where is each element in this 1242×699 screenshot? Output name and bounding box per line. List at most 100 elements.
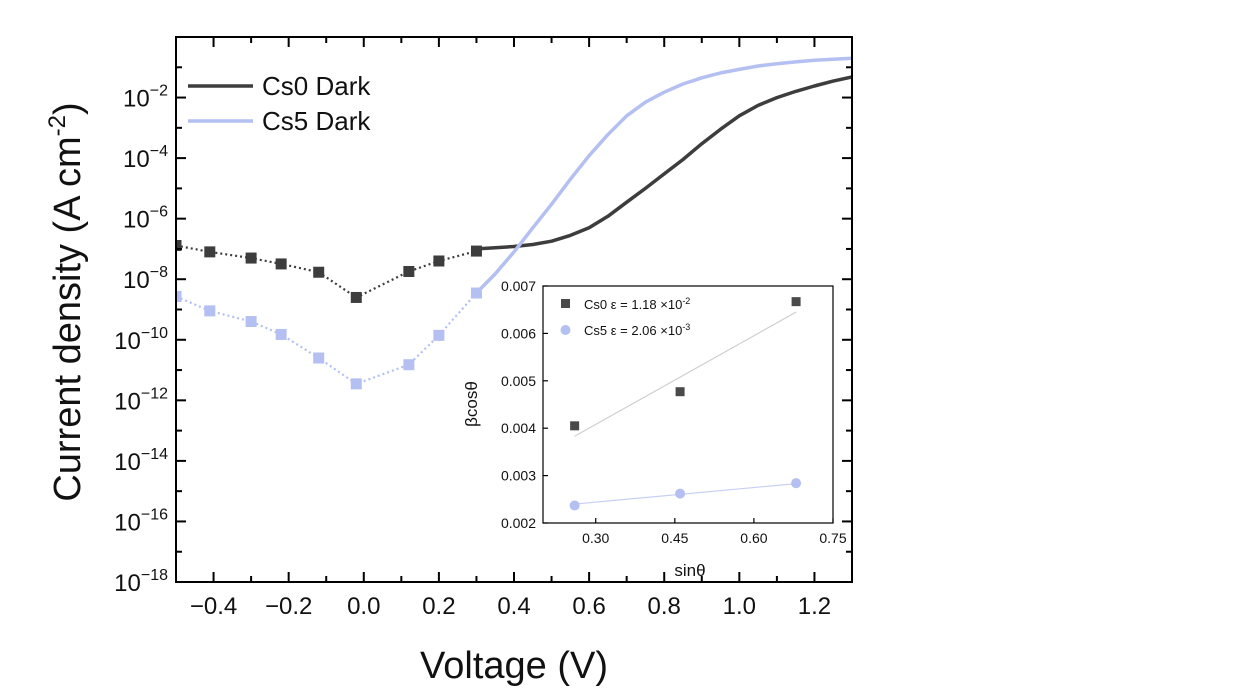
- main-x-tick-label: 0.2: [422, 593, 455, 620]
- main-y-tick-label: 10−8: [123, 264, 168, 294]
- series-cs5-dark-marker-8: [470, 287, 482, 299]
- inset-cs0-fit-line: [574, 311, 797, 437]
- inset-x-tick-labels: 0.30 0.45 0.60 0.75: [582, 530, 847, 546]
- inset-legend-marker-cs5: [560, 325, 571, 335]
- inset-cs5-point-0: [569, 500, 580, 511]
- main-y-tick-exponent: −2: [150, 83, 168, 100]
- series-cs0-dark-marker-6: [403, 265, 415, 277]
- main-series-layer: [176, 56, 852, 390]
- series-cs0-dark-marker-8: [470, 245, 482, 257]
- inset-y-tick-label: 0.004: [501, 420, 536, 436]
- main-y-tick-exponent: −10: [141, 325, 168, 342]
- main-y-tick-label: 10−16: [114, 506, 168, 536]
- inset-legend-label-cs5: Cs5 ε = 2.06 ×10-3: [584, 322, 690, 338]
- inset-series-layer: [569, 297, 802, 511]
- series-cs0-dark-marker-5: [350, 291, 362, 303]
- main-y-tick-label: 10−6: [123, 204, 168, 234]
- main-y-axis-label-close: ): [47, 102, 89, 115]
- main-legend: Cs0 Dark Cs5 Dark: [188, 71, 371, 136]
- main-x-tick-label: −0.2: [265, 593, 312, 620]
- series-cs5-dark-marker-1: [204, 305, 216, 317]
- main-x-tick-label: 1.2: [798, 593, 831, 620]
- inset-y-tick-label: 0.002: [501, 515, 536, 531]
- series-cs5-dark-marker-0: [176, 290, 182, 302]
- series-cs0-dark-marker-1: [204, 246, 216, 258]
- main-y-tick-exponent: −12: [141, 385, 168, 402]
- series-cs5-dark-curve: [475, 56, 852, 295]
- main-x-tick-label: 1.0: [723, 593, 756, 620]
- main-y-tick-base: 10: [123, 146, 150, 173]
- series-cs5-dark-marker-6: [403, 359, 415, 371]
- inset-plot-frame: [542, 285, 834, 524]
- series-cs5-dark-marker-3: [275, 328, 287, 340]
- main-x-tick-labels: −0.4 −0.2 0.0 0.2 0.4 0.6 0.8 1.0 1.2: [190, 593, 831, 620]
- inset-cs0-point-1: [675, 387, 685, 397]
- main-x-tick-label: 0.4: [497, 593, 530, 620]
- series-cs0-dark-marker-7: [433, 255, 445, 267]
- main-y-tick-label: 10−2: [123, 83, 168, 113]
- inset-y-tick-labels: 0.002 0.003 0.004 0.005 0.006 0.007: [501, 278, 536, 531]
- main-y-tick-base: 10: [123, 207, 150, 234]
- main-y-axis-label-exponent: -2: [44, 115, 71, 136]
- inset-cs5-point-1: [675, 488, 686, 499]
- inset-y-tick-label: 0.003: [501, 468, 536, 484]
- main-x-tick-label: 0.8: [648, 593, 681, 620]
- main-y-tick-base: 10: [114, 509, 141, 536]
- inset-y-tick-label: 0.006: [501, 325, 536, 341]
- main-y-tick-exponent: −8: [150, 264, 168, 281]
- inset-x-axis-label: sinθ: [674, 561, 705, 580]
- inset-y-axis-label: βcosθ: [462, 381, 481, 427]
- inset-x-tick-label: 0.45: [661, 530, 688, 546]
- main-y-tick-exponent: −4: [150, 143, 168, 160]
- main-y-tick-base: 10: [123, 86, 150, 113]
- main-x-tick-label: −0.4: [190, 593, 237, 620]
- series-cs5-dark-dotted-line: [176, 292, 478, 386]
- main-y-tick-exponent: −14: [141, 446, 168, 463]
- series-cs5-dark-marker-5: [350, 378, 362, 390]
- main-y-tick-label: 10−12: [114, 385, 168, 415]
- inset-cs0-point-0: [570, 421, 580, 431]
- inset-cs0-point-2: [791, 297, 801, 307]
- inset-legend-label-cs0: Cs0 ε = 1.18 ×10-2: [584, 296, 690, 312]
- main-y-tick-exponent: −16: [141, 506, 168, 523]
- main-y-tick-base: 10: [114, 570, 141, 597]
- series-cs5-dark-marker-2: [245, 316, 257, 328]
- main-y-tick-base: 10: [114, 449, 141, 476]
- series-cs0-dark-marker-0: [176, 239, 182, 251]
- inset-cs5-fit-line: [574, 483, 797, 505]
- main-y-tick-base: 10: [123, 267, 150, 294]
- main-y-tick-labels: 10−210−410−610−810−1010−1210−1410−1610−1…: [114, 83, 168, 597]
- series-cs0-dark-marker-2: [245, 252, 257, 264]
- main-y-tick-label: 10−14: [114, 446, 168, 476]
- inset-x-tick-label: 0.75: [819, 530, 846, 546]
- inset-background: [543, 286, 833, 523]
- series-cs5-dark-marker-4: [313, 352, 325, 364]
- legend-label-cs0: Cs0 Dark: [262, 71, 371, 101]
- series-cs0-dark-marker-4: [313, 266, 325, 278]
- series-cs0-dark-dotted-line: [176, 244, 477, 299]
- inset-y-tick-label: 0.005: [501, 373, 536, 389]
- inset-x-tick-label: 0.60: [740, 530, 767, 546]
- main-y-tick-label: 10−10: [114, 325, 168, 355]
- main-chart: −0.4 −0.2 0.0 0.2 0.4 0.6 0.8 1.0 1.2 10−210−410…: [44, 36, 853, 687]
- series-cs5-dark-marker-7: [433, 329, 445, 341]
- main-x-tick-label: 0.6: [572, 593, 605, 620]
- main-y-tick-base: 10: [114, 388, 141, 415]
- inset-cs5-point-2: [791, 478, 802, 489]
- main-y-tick-base: 10: [114, 328, 141, 355]
- main-y-axis-label: Current density (A cm-2): [44, 102, 89, 501]
- series-cs0-dark-curve: [476, 75, 852, 251]
- inset-x-tick-label: 0.30: [582, 530, 609, 546]
- main-y-tick-label: 10−18: [114, 567, 168, 597]
- legend-label-cs5: Cs5 Dark: [262, 106, 371, 136]
- main-ticks: [175, 36, 853, 583]
- main-y-tick-exponent: −6: [150, 204, 168, 221]
- inset-ticks: [543, 285, 834, 524]
- inset-legend: Cs0 ε = 1.18 ×10-2 Cs5 ε = 2.06 ×10-3: [560, 296, 690, 338]
- inset-legend-marker-cs0: [561, 299, 570, 308]
- series-cs0-dark-marker-3: [275, 258, 287, 270]
- inset-y-tick-label: 0.007: [501, 278, 536, 294]
- main-x-tick-label: 0.0: [347, 593, 380, 620]
- main-y-tick-label: 10−4: [123, 143, 168, 173]
